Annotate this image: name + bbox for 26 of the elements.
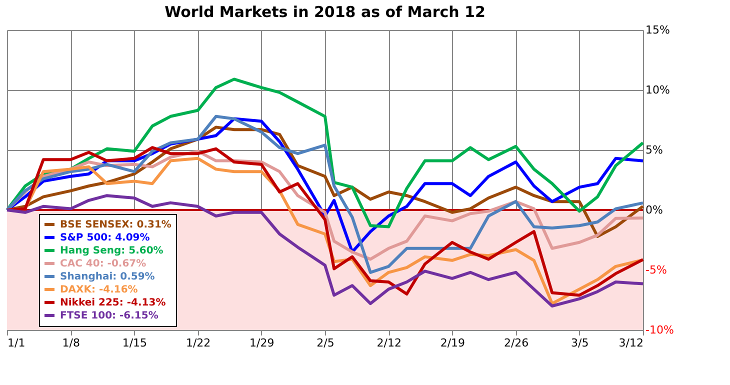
- legend-label: Hang Seng: 5.60%: [60, 246, 164, 256]
- x-tick-label: 2/12: [376, 336, 402, 350]
- y-tick-label: -5%: [646, 264, 667, 276]
- legend-label: FTSE 100: -6.15%: [60, 310, 158, 322]
- legend-label: CAC 40: -0.67%: [60, 258, 146, 270]
- x-tick-label: 1/29: [250, 336, 274, 350]
- legend-label: DAXK: -4.16%: [60, 284, 138, 296]
- y-tick-label: 15%: [646, 24, 670, 36]
- y-tick-label: 10%: [646, 84, 670, 96]
- y-tick-label: 5%: [646, 144, 663, 156]
- x-tick-label: 2/26: [504, 336, 529, 350]
- x-tick-label: 3/12: [618, 336, 644, 350]
- legend-label: S&P 500: 4.09%: [60, 232, 150, 244]
- legend-label: Shanghai: 0.59%: [60, 272, 155, 282]
- x-tick-label: 1/22: [186, 336, 211, 350]
- x-tick-label: 3/5: [571, 336, 589, 350]
- x-tick-label: 1/8: [62, 336, 80, 350]
- chart-title: World Markets in 2018 as of March 12: [164, 3, 486, 21]
- x-tick-label: 1/15: [122, 336, 148, 350]
- legend-label: Nikkei 225: -4.13%: [60, 298, 166, 308]
- y-tick-label: 0%: [646, 204, 663, 216]
- x-tick-label: 2/19: [440, 336, 466, 350]
- y-tick-label: -10%: [646, 324, 674, 336]
- x-tick-label: 2/5: [316, 336, 334, 350]
- legend-label: BSE SENSEX: 0.31%: [60, 220, 172, 230]
- x-tick-label: 1/1: [8, 336, 26, 350]
